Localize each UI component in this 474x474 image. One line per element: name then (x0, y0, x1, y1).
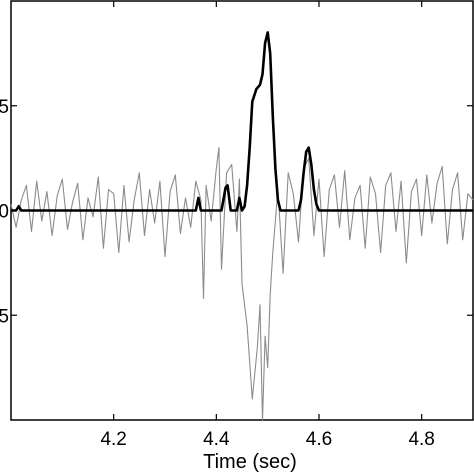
envelope-line (11, 31, 473, 212)
y-tick-label: 0 (0, 202, 9, 223)
y-axis-ticks: 5 0 5 (0, 97, 473, 327)
series-layer (10, 31, 474, 421)
y-tick-label: 5 (0, 97, 9, 118)
x-axis-ticks: 4.2 4.4 4.6 4.8 (100, 1, 435, 450)
x-tick-label: 4.4 (203, 429, 230, 450)
x-axis-label: Time (sec) (203, 451, 297, 473)
x-tick-label: 4.2 (100, 429, 126, 450)
x-tick-label: 4.8 (408, 429, 434, 450)
x-tick-label: 4.6 (306, 429, 332, 450)
y-tick-label: 5 (0, 306, 9, 327)
signal-line (10, 147, 474, 421)
